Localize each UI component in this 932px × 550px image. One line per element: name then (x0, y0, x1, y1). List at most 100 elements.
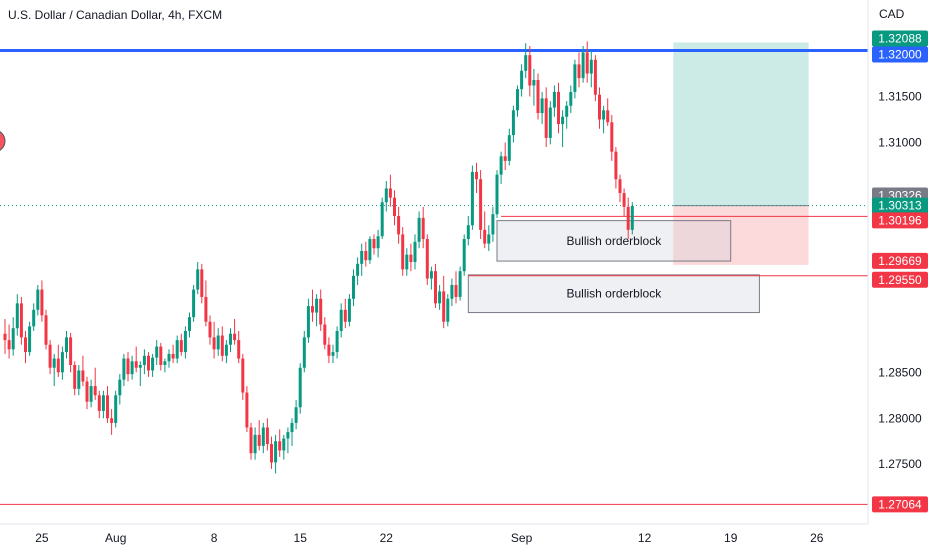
candle-body (413, 241, 417, 262)
candle-151 (622, 188, 626, 217)
candle-body (503, 156, 507, 161)
candle-101 (417, 211, 421, 249)
orderblock-annotations (467, 220, 760, 314)
candle-96 (397, 206, 401, 244)
candle-body (261, 427, 265, 446)
price-tag-bg (872, 212, 928, 229)
candle-body (466, 225, 470, 240)
candle-124 (511, 105, 515, 143)
candle-body (540, 98, 544, 114)
candle-body (622, 193, 626, 207)
candle-body (118, 379, 122, 396)
candle-114 (470, 165, 474, 230)
candle-97 (401, 227, 405, 276)
candle-body (397, 216, 401, 235)
candle-2 (11, 317, 15, 356)
x-tick-12: 12 (638, 531, 652, 545)
candle-21 (89, 379, 93, 408)
candle-132 (544, 87, 548, 148)
candle-body (151, 357, 155, 371)
candle-16 (69, 332, 73, 373)
candle-129 (532, 68, 536, 106)
candle-35 (147, 352, 150, 377)
candle-body (450, 284, 454, 299)
candle-body (425, 239, 429, 279)
candle-body (220, 335, 224, 356)
candle-85 (352, 269, 355, 307)
candle-9 (40, 280, 44, 322)
x-tick-19: 19 (724, 531, 738, 545)
candle-62 (257, 420, 261, 451)
horizontal-lines[interactable] (0, 49, 868, 505)
candle-body (626, 206, 630, 230)
candle-body (44, 315, 48, 345)
candle-body (352, 275, 355, 299)
candle-body (462, 239, 466, 272)
candle-body (495, 174, 499, 215)
candle-51 (212, 321, 216, 359)
candle-137 (565, 101, 569, 129)
candle-body (364, 250, 368, 261)
price-axis[interactable]: CAD 1.31500 1.31000 1.28500 1.28000 1.27500 1… (867, 0, 932, 550)
candle-111 (458, 266, 462, 301)
candle-28 (118, 374, 122, 405)
candle-body (237, 340, 241, 359)
candle-136 (561, 110, 565, 148)
drawing-circle-marker[interactable] (0, 130, 6, 152)
candle-34 (142, 349, 146, 375)
candle-body (233, 333, 237, 341)
candle-140 (577, 52, 581, 88)
y-tick-1.28000: 1.28000 (878, 411, 922, 425)
candle-126 (520, 64, 524, 97)
time-axis[interactable]: 25 Aug 8 15 22 Sep 12 19 26 (0, 523, 868, 550)
candle-body (24, 337, 27, 353)
candle-8 (36, 284, 40, 316)
candle-120 (495, 170, 499, 218)
candle-body (544, 98, 548, 138)
candle-128 (528, 45, 532, 97)
price-tag-value: 1.30313 (878, 199, 922, 213)
candle-body (360, 250, 364, 264)
candle-17 (73, 361, 77, 396)
candle-148 (610, 114, 614, 161)
candle-89 (368, 236, 372, 264)
candle-body (56, 358, 60, 373)
candle-4 (19, 296, 23, 345)
candle-36 (151, 353, 155, 377)
candle-body (81, 370, 85, 382)
y-tick-1.31500: 1.31500 (878, 90, 922, 104)
candle-10 (44, 309, 48, 350)
candle-20 (85, 376, 89, 410)
candle-body (290, 422, 294, 433)
candle-142 (585, 41, 589, 83)
candle-3 (15, 294, 19, 336)
candle-93 (384, 181, 388, 212)
candle-body (491, 214, 495, 235)
candle-59 (245, 386, 249, 433)
candle-body (470, 171, 474, 226)
candle-55 (229, 328, 232, 353)
candle-body (565, 105, 569, 117)
candle-body (97, 395, 101, 411)
candle-141 (581, 45, 585, 83)
candle-body (28, 326, 32, 353)
candle-72 (298, 363, 302, 414)
candle-117 (483, 211, 487, 249)
candle-body (343, 309, 347, 322)
price-tag-value: 1.29550 (878, 273, 922, 287)
candle-122 (503, 142, 507, 171)
candle-body (245, 392, 249, 428)
candle-body (302, 337, 306, 368)
x-tick-Sep: Sep (511, 531, 533, 545)
price-tag-value: 1.27064 (878, 497, 922, 511)
orderblock-label-2: Bullish orderblock (566, 287, 662, 301)
candle-body (593, 59, 597, 95)
candle-body (130, 361, 134, 375)
candle-104 (429, 266, 433, 290)
candle-125 (516, 85, 519, 117)
long-position-tool[interactable] (673, 42, 809, 265)
candle-body (401, 234, 405, 270)
candle-body (516, 89, 519, 111)
y-tick-1.28500: 1.28500 (878, 365, 922, 379)
